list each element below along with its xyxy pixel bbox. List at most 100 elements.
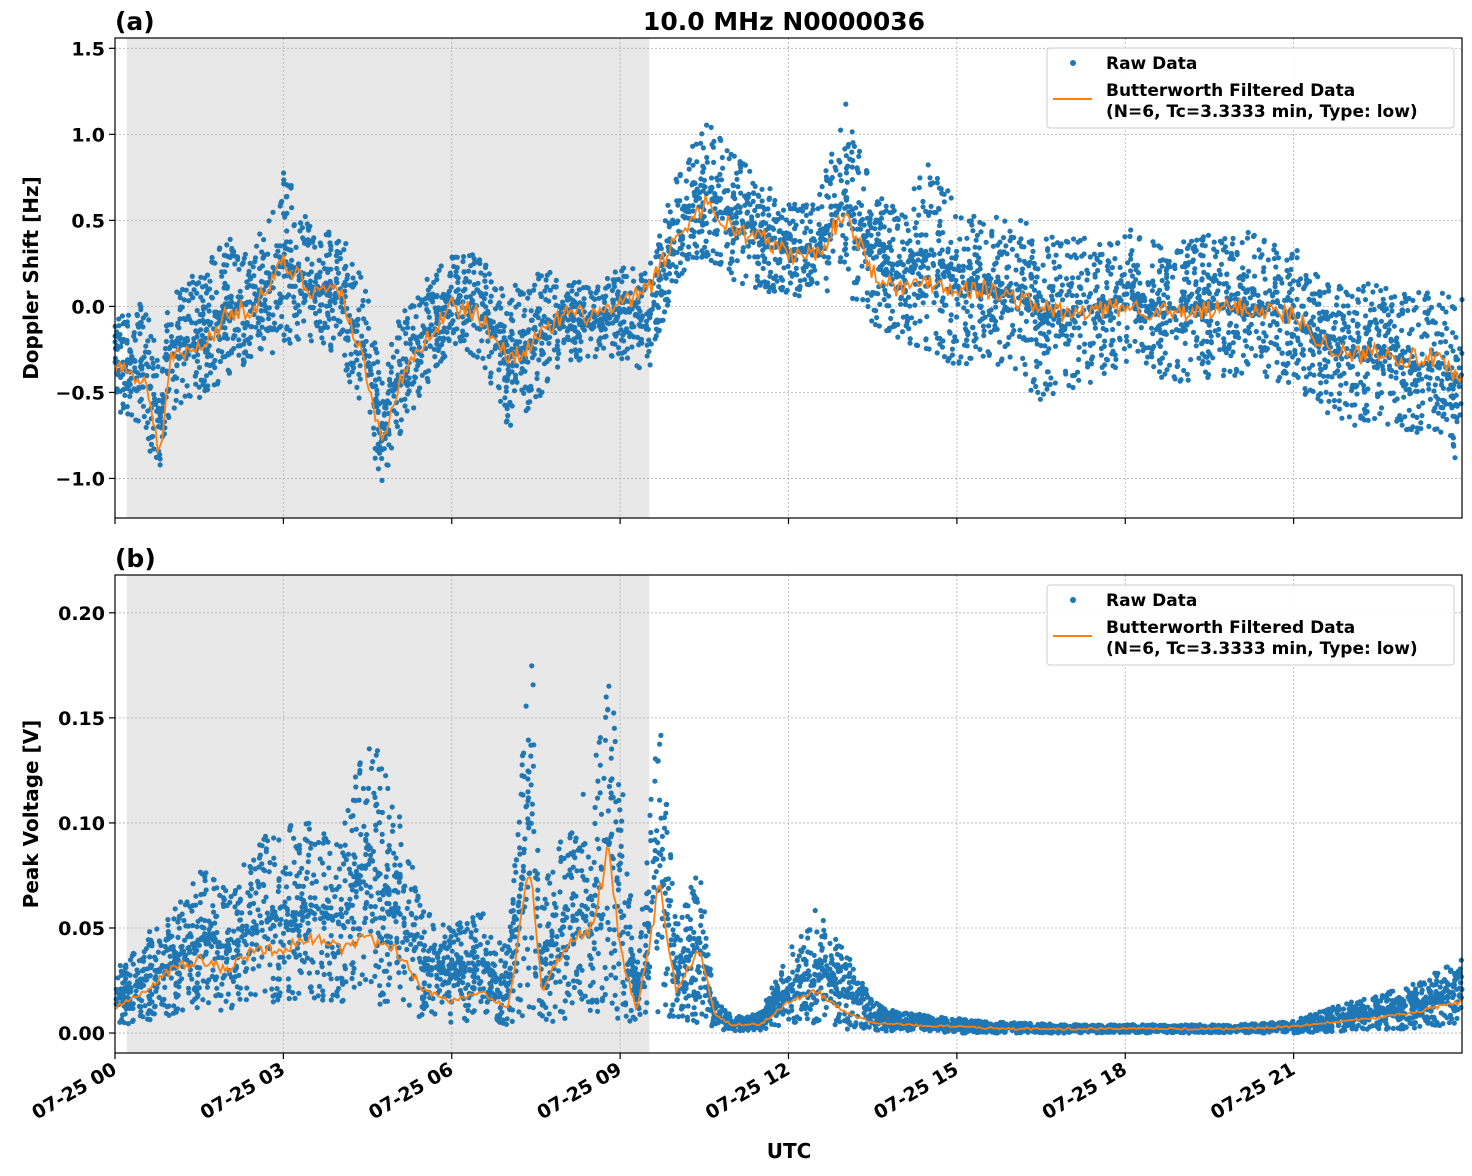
- raw-data-point: [207, 279, 212, 284]
- raw-data-point: [1212, 240, 1217, 245]
- raw-data-point: [1416, 322, 1421, 327]
- raw-data-point: [843, 188, 848, 193]
- raw-data-point: [1101, 326, 1106, 331]
- raw-data-point: [471, 261, 476, 266]
- raw-data-point: [1234, 250, 1239, 255]
- raw-data-point: [349, 352, 354, 357]
- raw-data-point: [1281, 361, 1286, 366]
- raw-data-point: [1140, 343, 1145, 348]
- raw-data-point: [707, 230, 712, 235]
- raw-data-point: [1164, 272, 1169, 277]
- raw-data-point: [316, 273, 321, 278]
- raw-data-point: [206, 303, 211, 308]
- raw-data-point: [531, 288, 536, 293]
- raw-data-point: [1116, 321, 1121, 326]
- raw-data-point: [1224, 272, 1229, 277]
- raw-data-point: [1257, 247, 1262, 252]
- raw-data-point: [1075, 300, 1080, 305]
- raw-data-point: [580, 325, 585, 330]
- raw-data-point: [1150, 280, 1155, 285]
- raw-data-point: [1229, 292, 1234, 297]
- raw-data-point: [742, 203, 747, 208]
- raw-data-point: [1240, 240, 1245, 245]
- raw-data-point: [230, 252, 235, 257]
- raw-data-point: [1082, 321, 1087, 326]
- raw-data-point: [1074, 293, 1079, 298]
- raw-data-point: [871, 244, 876, 249]
- raw-data-point: [1447, 375, 1452, 380]
- raw-data-point: [824, 224, 829, 229]
- raw-data-point: [389, 342, 394, 347]
- raw-data-point: [684, 196, 689, 201]
- raw-data-point: [1013, 267, 1018, 272]
- raw-data-point: [817, 222, 822, 227]
- raw-data-point: [810, 207, 815, 212]
- raw-data-point: [184, 288, 189, 293]
- raw-data-point: [394, 349, 399, 354]
- raw-data-point: [1110, 327, 1115, 332]
- raw-data-point: [725, 242, 730, 247]
- raw-data-point: [1446, 387, 1451, 392]
- raw-data-point: [1264, 348, 1269, 353]
- raw-data-point: [502, 403, 507, 408]
- raw-data-point: [495, 324, 500, 329]
- raw-data-point: [656, 284, 661, 289]
- raw-data-point: [207, 286, 212, 291]
- raw-data-point: [1243, 290, 1248, 295]
- raw-data-point: [572, 340, 577, 345]
- raw-data-point: [700, 170, 705, 175]
- raw-data-point: [629, 344, 634, 349]
- raw-data-point: [338, 250, 343, 255]
- raw-data-point: [952, 334, 957, 339]
- raw-data-point: [160, 392, 165, 397]
- raw-data-point: [543, 297, 548, 302]
- raw-data-point: [118, 375, 123, 380]
- raw-data-point: [441, 292, 446, 297]
- raw-data-point: [377, 376, 382, 381]
- raw-data-point: [747, 169, 752, 174]
- raw-data-point: [1000, 300, 1005, 305]
- raw-data-point: [826, 195, 831, 200]
- raw-data-point: [1249, 346, 1254, 351]
- raw-data-point: [1128, 268, 1133, 273]
- raw-data-point: [954, 254, 959, 259]
- raw-data-point: [1045, 246, 1050, 251]
- raw-data-point: [137, 331, 142, 336]
- raw-data-point: [968, 314, 973, 319]
- raw-data-point: [1011, 235, 1016, 240]
- raw-data-point: [1196, 287, 1201, 292]
- raw-data-point: [439, 263, 444, 268]
- raw-data-point: [1033, 295, 1038, 300]
- raw-data-point: [792, 206, 797, 211]
- raw-data-point: [959, 215, 964, 220]
- raw-data-point: [679, 271, 684, 276]
- raw-data-point: [915, 240, 920, 245]
- raw-data-point: [879, 211, 884, 216]
- raw-data-point: [1402, 414, 1407, 419]
- raw-data-point: [245, 285, 250, 290]
- raw-data-point: [874, 237, 879, 242]
- raw-data-point: [1078, 333, 1083, 338]
- raw-data-point: [1209, 340, 1214, 345]
- raw-data-point: [1403, 299, 1408, 304]
- raw-data-point: [194, 334, 199, 339]
- raw-data-point: [745, 209, 750, 214]
- raw-data-point: [1102, 339, 1107, 344]
- raw-data-point: [1287, 281, 1292, 286]
- raw-data-point: [288, 239, 293, 244]
- raw-data-point: [838, 128, 843, 133]
- raw-data-point: [1272, 243, 1277, 248]
- raw-data-point: [1310, 363, 1315, 368]
- raw-data-point: [1229, 251, 1234, 256]
- raw-data-point: [1246, 269, 1251, 274]
- raw-data-point: [532, 283, 537, 288]
- raw-data-point: [366, 326, 371, 331]
- raw-data-point: [456, 275, 461, 280]
- raw-data-point: [462, 269, 467, 274]
- raw-data-point: [137, 302, 142, 307]
- raw-data-point: [144, 425, 149, 430]
- raw-data-point: [525, 360, 530, 365]
- raw-data-point: [678, 260, 683, 265]
- raw-data-point: [1181, 293, 1186, 298]
- raw-data-point: [1217, 347, 1222, 352]
